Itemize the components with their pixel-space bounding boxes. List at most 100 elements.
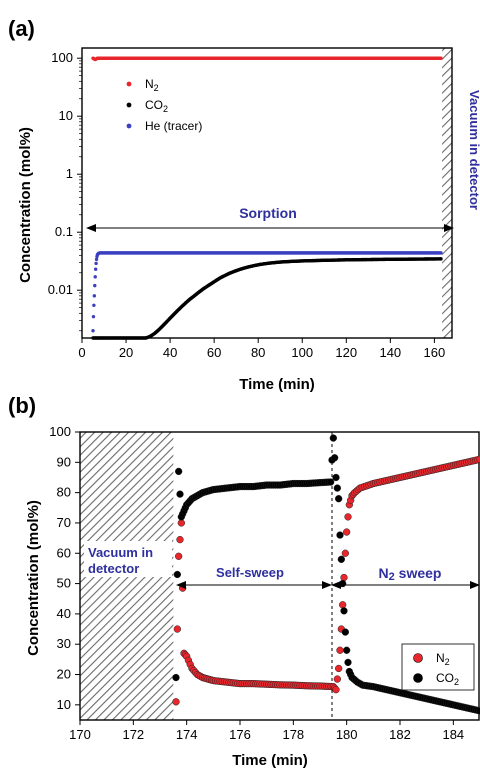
legend-n2-label-a: N2 bbox=[145, 77, 159, 93]
series-a-n2 bbox=[91, 56, 443, 62]
x-tick-label-b: 184 bbox=[442, 727, 464, 742]
point-b-co2 bbox=[176, 490, 184, 498]
n2-sweep-label: N2 sweep bbox=[379, 565, 442, 583]
y-tick-label-b: 40 bbox=[57, 606, 71, 621]
y-tick-label-b: 80 bbox=[57, 485, 71, 500]
x-tick-label-b: 172 bbox=[122, 727, 144, 742]
x-tick-label-b: 178 bbox=[282, 727, 304, 742]
x-tick-label-a: 120 bbox=[335, 345, 357, 360]
point-a-2 bbox=[91, 314, 96, 319]
x-tick-label-a: 0 bbox=[78, 345, 85, 360]
vacuum-label-b-line2: detector bbox=[88, 561, 139, 576]
y-tick-label-b: 50 bbox=[57, 576, 71, 591]
point-b-co2 bbox=[173, 570, 181, 579]
point-b-co2 bbox=[333, 484, 341, 492]
vacuum-region-a bbox=[442, 48, 452, 338]
point-a-2 bbox=[93, 267, 98, 271]
x-tick-label-a: 160 bbox=[424, 345, 446, 360]
panel-b-plot-area: 170 172 174 176 178 180 182 184 10 20 30 40 50 60 70 80… bbox=[49, 424, 480, 742]
point-b-co2 bbox=[344, 658, 352, 667]
x-tick-label-b: 174 bbox=[176, 727, 198, 742]
series-b-n2 bbox=[172, 455, 480, 706]
point-b-n2 bbox=[173, 625, 181, 633]
point-b-co2 bbox=[335, 495, 343, 503]
point-a-2 bbox=[94, 257, 99, 262]
point-b-co2 bbox=[331, 454, 339, 462]
panel-a-ylabel: Concentration (mol%) bbox=[17, 127, 34, 283]
x-tick-label-b: 170 bbox=[69, 727, 91, 742]
legend-he-marker-a bbox=[126, 123, 132, 129]
self-sweep-arrow bbox=[176, 581, 332, 589]
y-tick-label-b: 20 bbox=[57, 667, 71, 682]
point-b-n2 bbox=[341, 549, 349, 557]
point-b-n2 bbox=[336, 646, 344, 654]
point-b-co2 bbox=[327, 478, 335, 486]
point-a-2 bbox=[92, 294, 97, 298]
point-a-2 bbox=[91, 329, 95, 333]
point-b-n2 bbox=[344, 513, 352, 521]
y-tick-label-a: 0.1 bbox=[55, 224, 73, 239]
vacuum-label-b: Vacuum in bbox=[88, 545, 153, 560]
panel-a-legend: N2 CO2 He (tracer) bbox=[126, 77, 202, 133]
point-b-n2 bbox=[177, 519, 185, 527]
x-tick-label-a: 100 bbox=[291, 345, 313, 360]
point-b-n2 bbox=[172, 698, 180, 706]
point-b-n2 bbox=[339, 601, 347, 609]
panel-b-legend: N2 CO2 bbox=[401, 643, 475, 691]
legend-co2-marker-b bbox=[413, 673, 423, 683]
panel-b-axes-frame bbox=[79, 431, 480, 721]
point-b-co2 bbox=[332, 473, 340, 482]
point-b-co2 bbox=[476, 707, 480, 715]
point-a-2 bbox=[439, 251, 443, 255]
legend-n2-marker-b bbox=[413, 653, 423, 663]
panel-b-ylabel: Concentration (mol%) bbox=[25, 500, 42, 656]
point-b-co2 bbox=[336, 531, 344, 539]
legend-he-label-a: He (tracer) bbox=[145, 119, 202, 133]
point-b-n2 bbox=[175, 552, 183, 560]
point-b-n2 bbox=[332, 686, 340, 694]
point-a-0 bbox=[439, 56, 443, 60]
panel-b-xlabel: Time (min) bbox=[232, 752, 308, 769]
y-tick-label-a: 10 bbox=[59, 108, 73, 123]
x-tick-label-a: 80 bbox=[251, 345, 265, 360]
sorption-label: Sorption bbox=[239, 205, 297, 221]
point-b-n2 bbox=[476, 455, 480, 463]
y-tick-label-b: 90 bbox=[57, 454, 71, 469]
panel-a-plot-area: 0 20 40 60 80 100 120 140 160 0.01 0.1 1 10 100 bbox=[48, 47, 478, 360]
point-b-n2 bbox=[340, 573, 348, 582]
vacuum-label-b-bg bbox=[84, 541, 172, 577]
panel-a-label: (a) bbox=[8, 16, 35, 41]
self-sweep-label: Self-sweep bbox=[216, 565, 284, 580]
series-a-he-tracer- bbox=[91, 251, 443, 333]
point-a-1 bbox=[439, 257, 443, 261]
point-b-co2 bbox=[175, 467, 183, 476]
point-a-2 bbox=[93, 283, 97, 288]
point-b-n2 bbox=[333, 675, 341, 683]
x-tick-label-b: 180 bbox=[336, 727, 358, 742]
n2-sweep-arrow bbox=[331, 581, 480, 589]
x-tick-label-a: 140 bbox=[379, 345, 401, 360]
y-tick-label-a: 100 bbox=[51, 50, 73, 65]
x-tick-label-b: 176 bbox=[229, 727, 251, 742]
x-tick-label-a: 20 bbox=[119, 345, 133, 360]
panel-b-label: (b) bbox=[8, 393, 36, 418]
x-tick-label-b: 182 bbox=[389, 727, 411, 742]
y-tick-label-b: 60 bbox=[57, 545, 71, 560]
point-a-2 bbox=[92, 303, 96, 307]
legend-n2-marker-a bbox=[126, 81, 132, 87]
vacuum-label-a: Vacuum in detector bbox=[467, 90, 480, 210]
sorption-arrow bbox=[86, 224, 454, 232]
y-tick-label-b: 70 bbox=[57, 515, 71, 530]
y-tick-label-a: 0.01 bbox=[48, 282, 73, 297]
vacuum-label-a-bg bbox=[462, 60, 478, 250]
legend-co2-label-b: CO2 bbox=[436, 671, 459, 687]
point-b-n2 bbox=[176, 535, 184, 544]
point-b-co2 bbox=[337, 555, 345, 563]
y-tick-label-a: 1 bbox=[66, 166, 73, 181]
y-tick-label-b: 100 bbox=[49, 424, 71, 439]
point-b-co2 bbox=[341, 628, 349, 636]
point-b-co2 bbox=[329, 434, 337, 442]
series-a-co2 bbox=[91, 257, 443, 340]
point-a-2 bbox=[93, 275, 97, 279]
